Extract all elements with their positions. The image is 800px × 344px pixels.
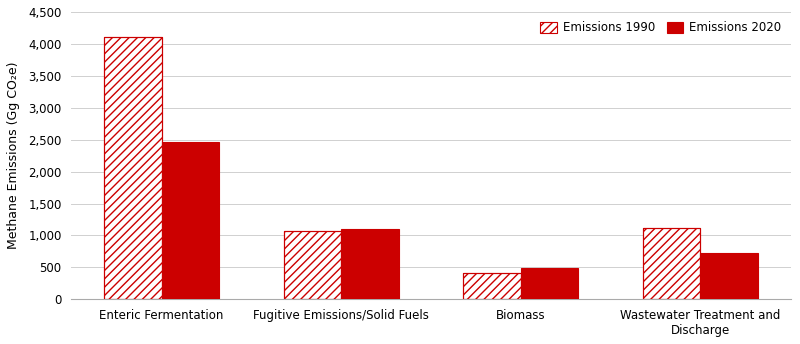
Bar bbox=[162, 142, 219, 299]
Bar bbox=[521, 268, 578, 299]
Bar bbox=[643, 228, 701, 299]
Bar bbox=[104, 37, 162, 299]
Y-axis label: Methane Emissions (Gg CO₂e): Methane Emissions (Gg CO₂e) bbox=[7, 62, 20, 249]
Bar bbox=[463, 272, 521, 299]
Bar bbox=[701, 253, 758, 299]
Bar bbox=[643, 228, 701, 299]
Bar bbox=[104, 37, 162, 299]
Legend: Emissions 1990, Emissions 2020: Emissions 1990, Emissions 2020 bbox=[537, 18, 785, 38]
Bar bbox=[284, 231, 341, 299]
Bar bbox=[341, 229, 398, 299]
Bar bbox=[463, 272, 521, 299]
Bar bbox=[284, 231, 341, 299]
